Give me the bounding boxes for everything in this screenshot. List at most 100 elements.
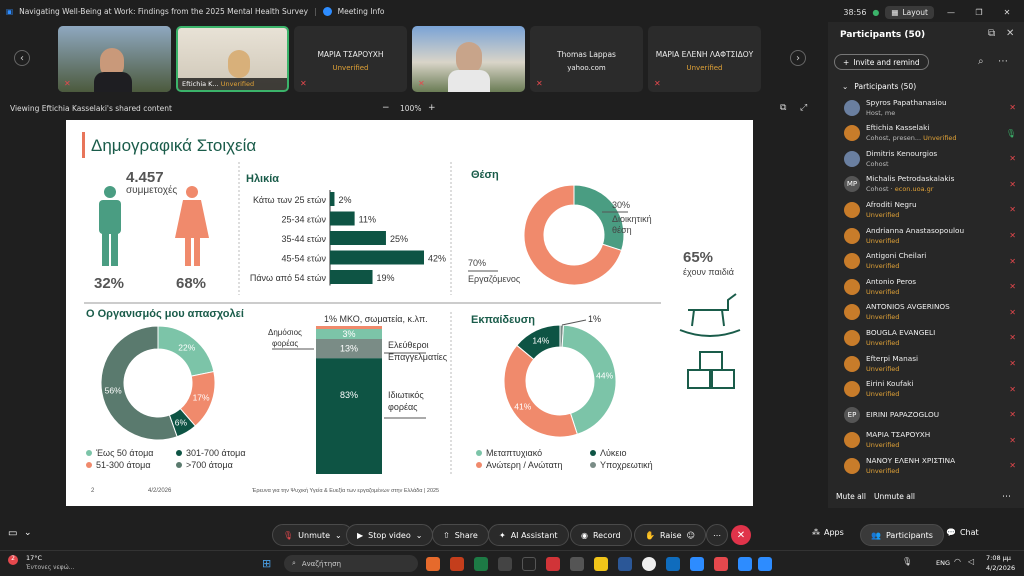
share-label: Share (454, 530, 478, 540)
word-icon[interactable] (618, 557, 632, 571)
meeting-info-button[interactable]: Meeting Info (337, 6, 385, 16)
taskbar-search[interactable]: ⌕ Αναζήτηση (284, 555, 418, 572)
zoom-out-button[interactable]: − (382, 103, 390, 113)
avatar (844, 150, 860, 167)
participant-row[interactable]: BOUGLA EVANGELI Unverified ✕ (844, 325, 1016, 350)
record-button[interactable]: ◉ Record (570, 524, 632, 546)
apps-button[interactable]: ⁂ Apps (812, 528, 844, 537)
unmute-button[interactable]: 🎙 Unmute ⌄ (272, 524, 353, 546)
participant-row[interactable]: Antigoni Cheilari Unverified ✕ (844, 249, 1016, 274)
app-icon[interactable] (522, 557, 536, 571)
raise-button[interactable]: ✋ Raise ☺ (634, 524, 706, 546)
video-tile[interactable]: ✕ (412, 26, 525, 92)
participant-row[interactable]: Efterpi Manasi Unverified ✕ (844, 351, 1016, 376)
participant-row[interactable]: Afroditi Negru Unverified ✕ (844, 197, 1016, 222)
unmute-all-button[interactable]: Unmute all (874, 492, 916, 501)
participant-verification: Unverified (866, 210, 900, 219)
muted-mic-icon[interactable]: ✕ (1009, 179, 1016, 189)
gallery-prev-arrow[interactable]: ‹ (14, 50, 30, 66)
muted-mic-icon: ✕ (300, 79, 307, 88)
app-icon[interactable] (546, 557, 560, 571)
participant-row[interactable]: Eftichia Kasselaki Cohost, presen... Unve… (844, 121, 1016, 146)
edge-icon[interactable] (666, 557, 680, 571)
participant-row[interactable]: Andrianna Anastasopoulou Unverified ✕ (844, 223, 1016, 248)
language-indicator[interactable]: ENG (936, 559, 951, 567)
participant-row[interactable]: EP EIRINI PAPAZOGLOU ✕ (844, 402, 1016, 427)
app-icon[interactable] (714, 557, 728, 571)
leave-button[interactable]: ✕ (731, 525, 751, 545)
muted-mic-icon[interactable]: ✕ (1009, 154, 1016, 164)
fullscreen-icon[interactable]: ⤢ (800, 103, 808, 113)
search-icon[interactable]: ⌕ (978, 56, 984, 67)
video-tile[interactable]: Thomas Lappas yahoo.com ✕ (530, 26, 643, 92)
muted-mic-icon[interactable]: ✕ (1009, 231, 1016, 240)
file-explorer-icon[interactable] (594, 557, 608, 571)
powerpoint-icon[interactable] (450, 557, 464, 571)
weather-temp[interactable]: 17°C (26, 554, 43, 562)
video-tile[interactable]: ✕ (58, 26, 171, 92)
close-window-button[interactable]: ✕ (1003, 7, 1011, 17)
participant-row[interactable]: Spyros Papathanasiou Host, me ✕ (844, 95, 1016, 120)
participant-row[interactable]: Dimitris Kenourgios Cohost ✕ (844, 146, 1016, 171)
share-button[interactable]: ⇧ Share (432, 524, 489, 546)
participant-row[interactable]: MP Michalis Petrodaskalakis Cohost · econ.… (844, 172, 1016, 197)
app-icon[interactable] (690, 557, 704, 571)
muted-mic-icon[interactable]: ✕ (1009, 461, 1016, 471)
video-tile[interactable]: ΜΑΡΙΑ ΤΣΑΡΟΥΧΗ Unverified ✕ (294, 26, 407, 92)
muted-mic-icon[interactable]: ✕ (1009, 282, 1016, 292)
start-icon[interactable]: ⊞ (262, 557, 272, 570)
participant-row[interactable]: ANTONIOS AVGERINOS Unverified ✕ (844, 300, 1016, 325)
minimize-button[interactable]: — (947, 7, 955, 17)
popout-panel-icon[interactable]: ⧉ (988, 28, 996, 39)
muted-mic-icon[interactable]: ✕ (1009, 333, 1016, 343)
stop-video-button[interactable]: ▶ Stop video ⌄ (346, 524, 434, 546)
maximize-button[interactable]: ❐ (975, 7, 983, 17)
org-slice-label: 56% (105, 386, 122, 396)
app-icon[interactable] (570, 557, 584, 571)
muted-mic-icon[interactable]: ✕ (1009, 410, 1016, 420)
zoom-icon[interactable] (758, 557, 772, 571)
muted-mic-icon[interactable]: ✕ (1009, 103, 1016, 112)
more-icon[interactable]: ⋯ (1002, 492, 1011, 502)
muted-mic-icon[interactable]: ✕ (1009, 359, 1016, 368)
more-options-icon[interactable]: ⋯ (998, 56, 1008, 67)
video-tile[interactable]: ΜΑΡΙΑ ΕΛΕΝΗ ΛΑΦΤΣΙΔΟΥ Unverified ✕ (648, 26, 761, 92)
mic-icon[interactable]: 🎙 (1005, 128, 1016, 138)
gallery-next-arrow[interactable]: › (790, 50, 806, 66)
wifi-icon[interactable]: ◠ (954, 557, 961, 566)
clock-date[interactable]: 4/2/2026 (986, 564, 1016, 572)
muted-mic-icon[interactable]: ✕ (1009, 256, 1016, 266)
chevron-down-icon[interactable]: ⌄ (24, 528, 32, 538)
mute-all-button[interactable]: Mute all (836, 492, 866, 501)
muted-mic-icon[interactable]: ✕ (1009, 384, 1016, 394)
participant-row[interactable]: Eirini Koufaki Unverified ✕ (844, 377, 1016, 402)
avatar (844, 355, 860, 372)
app-icon[interactable] (498, 557, 512, 571)
more-button[interactable]: ⋯ (706, 524, 728, 546)
ai-assistant-button[interactable]: ✦ AI Assistant (488, 524, 569, 546)
popout-icon[interactable]: ⧉ (780, 103, 787, 113)
video-tile-active-speaker[interactable]: Eftichia K... Unverified (176, 26, 289, 92)
volume-icon[interactable]: ◁ (968, 557, 975, 566)
excel-icon[interactable] (474, 557, 488, 571)
zoom-in-button[interactable]: + (428, 103, 436, 113)
muted-mic-icon[interactable]: ✕ (1009, 435, 1016, 445)
participant-row[interactable]: ΜΑΡΙΑ ΤΣΑΡΟΥΧΗ Unverified ✕ (844, 428, 1016, 453)
position-label-mgmt-text: Διοικητική (612, 214, 652, 224)
muted-mic-icon[interactable]: ✕ (1009, 205, 1016, 215)
invite-button[interactable]: + Invite and remind (834, 54, 929, 70)
layout-button[interactable]: ▦ Layout (885, 5, 934, 19)
clock-time[interactable]: 7:08 μμ (986, 554, 1011, 562)
firefox-icon[interactable] (426, 557, 440, 571)
mic-status-icon[interactable]: 🎙 (902, 557, 913, 566)
app-icon[interactable] (738, 557, 752, 571)
participants-section-header[interactable]: ⌄ Participants (50) (842, 82, 916, 91)
chat-button[interactable]: 💬 Chat (946, 528, 979, 537)
participant-row[interactable]: Antonio Peros Unverified ✕ (844, 274, 1016, 299)
chrome-icon[interactable] (642, 557, 656, 571)
participant-row[interactable]: ΝΑΝΟΥ ΕΛΕΝΗ ΧΡΙΣΤΙΝΑ Unverified ✕ (844, 453, 1016, 478)
muted-mic-icon[interactable]: ✕ (1009, 307, 1016, 317)
captions-icon[interactable]: ▭ (8, 528, 18, 539)
participants-button[interactable]: 👥 Participants (860, 524, 944, 546)
close-panel-icon[interactable]: ✕ (1006, 28, 1015, 39)
